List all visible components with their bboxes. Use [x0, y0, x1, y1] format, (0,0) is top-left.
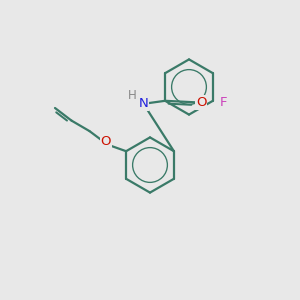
- Text: F: F: [220, 96, 227, 109]
- Text: O: O: [196, 96, 206, 109]
- Text: H: H: [128, 89, 136, 102]
- Text: O: O: [101, 135, 111, 148]
- Text: N: N: [139, 97, 148, 110]
